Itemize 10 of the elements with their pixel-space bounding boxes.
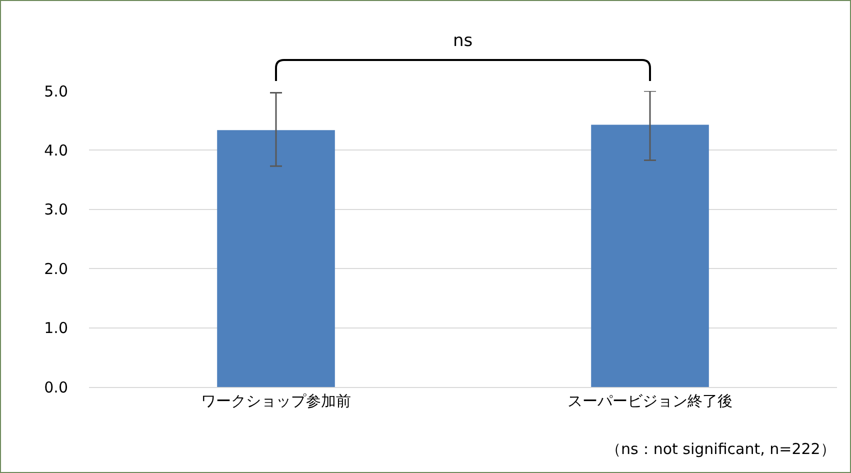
y-tick-label: 2.0	[44, 260, 68, 278]
y-tick-label: 4.0	[44, 141, 68, 160]
text: （ns：not significant, n=222）	[606, 440, 836, 458]
y-tick-label: 0.0	[44, 378, 68, 396]
y-tick-label: 5.0	[44, 82, 68, 100]
y-tick-label: 1.0	[44, 319, 68, 338]
y-tick-label: 3.0	[44, 200, 68, 219]
x-tick-label: スーパービジョン終了後	[568, 392, 732, 410]
x-tick-label: ワークショップ参加前	[201, 392, 351, 410]
text: ns	[453, 31, 473, 51]
